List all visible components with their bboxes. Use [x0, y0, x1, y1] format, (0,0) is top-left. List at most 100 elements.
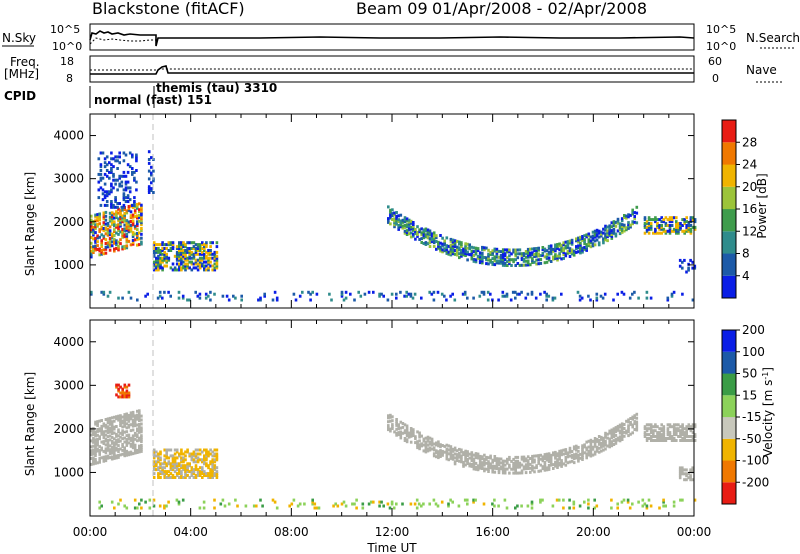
scatter-cell — [443, 444, 446, 448]
scatter-cell — [616, 438, 620, 442]
scatter-cell — [508, 262, 511, 266]
scatter-cell — [501, 461, 505, 465]
scatter-cell — [152, 498, 156, 502]
scatter-cell — [110, 213, 114, 217]
scatter-cell — [643, 224, 647, 227]
scatter-cell — [481, 261, 484, 265]
colorbar-segment — [722, 164, 736, 187]
scatter-cell — [412, 428, 415, 432]
scatter-cell — [649, 429, 653, 433]
scatter-cell — [178, 256, 181, 260]
scatter-cell — [560, 257, 563, 261]
scatter-cell — [115, 417, 118, 421]
scatter-cell — [610, 440, 614, 444]
scatter-cell — [600, 441, 603, 445]
power-x-ticks — [89, 114, 695, 308]
scatter-cell — [182, 243, 185, 247]
scatter-cell — [90, 462, 93, 466]
scatter-cell — [612, 298, 615, 302]
scatter-cell — [658, 435, 661, 438]
scatter-cell — [263, 292, 266, 296]
scatter-cell — [497, 457, 501, 461]
scatter-cell — [104, 447, 108, 451]
scatter-cell — [92, 460, 95, 464]
scatter-cell — [108, 242, 112, 246]
scatter-cell — [506, 256, 509, 260]
scatter-cell — [458, 451, 461, 455]
scatter-cell — [117, 450, 120, 453]
scatter-cell — [207, 250, 210, 254]
scatter-cell — [518, 471, 522, 475]
scatter-cell — [547, 464, 551, 467]
scatter-cell — [478, 259, 482, 263]
scatter-cell — [409, 432, 413, 436]
scatter-cell — [389, 212, 392, 216]
scatter-cell — [131, 221, 135, 225]
scatter-cell — [685, 229, 688, 233]
scatter-cell — [675, 227, 678, 231]
scatter-cell — [554, 452, 557, 456]
scatter-cell — [637, 500, 640, 504]
scatter-cell — [94, 450, 97, 454]
scatter-cell — [115, 212, 118, 216]
scatter-cell — [537, 246, 540, 250]
scatter-cell — [163, 472, 166, 476]
scatter-cell — [157, 456, 160, 460]
scatter-cell — [123, 393, 127, 397]
scatter-cell — [98, 216, 101, 220]
colorbar-tick-label: 28 — [742, 135, 757, 149]
scatter-cell — [501, 259, 505, 263]
scatter-cell — [123, 446, 126, 450]
scatter-cell — [123, 244, 126, 248]
scatter-cell — [610, 231, 614, 234]
scatter-cell — [677, 222, 680, 225]
scatter-cell — [138, 438, 141, 442]
scatter-cell — [178, 249, 181, 252]
scatter-cell — [182, 260, 185, 264]
scatter-cell — [472, 467, 476, 471]
scatter-cell — [127, 425, 131, 429]
scatter-cell — [662, 504, 665, 508]
scatter-cell — [155, 462, 158, 466]
scatter-cell — [391, 218, 394, 221]
scatter-cell — [157, 472, 160, 476]
scatter-cell — [424, 446, 428, 450]
scatter-cell — [466, 502, 469, 506]
scatter-cell — [485, 461, 488, 465]
scatter-cell — [175, 498, 179, 502]
scatter-cell — [201, 460, 204, 464]
scatter-cell — [165, 456, 168, 460]
scatter-cell — [647, 218, 651, 222]
scatter-cell — [595, 230, 599, 234]
scatter-cell — [654, 216, 657, 220]
scatter-cell — [125, 236, 129, 240]
scatter-cell — [198, 292, 202, 296]
scatter-cell — [568, 506, 571, 510]
scatter-cell — [184, 464, 187, 468]
scatter-cell — [587, 445, 591, 449]
scatter-cell — [147, 189, 151, 192]
scatter-cell — [182, 266, 185, 270]
scatter-cell — [157, 476, 160, 479]
scatter-cell — [497, 461, 501, 465]
scatter-cell — [629, 417, 632, 420]
scatter-cell — [675, 431, 678, 435]
scatter-cell — [403, 218, 407, 222]
scatter-cell — [470, 253, 474, 257]
scatter-cell — [428, 229, 432, 233]
scatter-cell — [693, 218, 697, 222]
scatter-cell — [455, 247, 459, 251]
scatter-cell — [209, 249, 212, 252]
scatter-cell — [90, 214, 93, 218]
scatter-cell — [666, 431, 670, 435]
scatter-cell — [372, 290, 375, 294]
scatter-cell — [539, 254, 543, 258]
scatter-cell — [395, 502, 398, 506]
scatter-cell — [662, 227, 666, 231]
scatter-cell — [668, 433, 672, 437]
scatter-cell — [675, 225, 678, 229]
scatter-cell — [125, 389, 129, 393]
scatter-cell — [587, 294, 590, 298]
scatter-cell — [645, 506, 649, 510]
scatter-cell — [552, 467, 555, 470]
